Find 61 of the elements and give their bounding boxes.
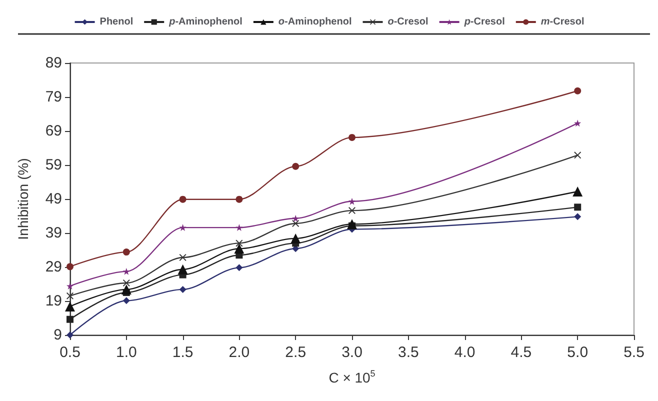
point — [121, 284, 132, 294]
legend-label: o-Aminophenol — [278, 16, 352, 28]
x-tick-label: 1.0 — [116, 344, 137, 361]
point — [122, 268, 130, 275]
point — [348, 198, 356, 205]
point — [66, 292, 74, 300]
x-tick-label: 3.0 — [342, 344, 362, 361]
point — [574, 213, 582, 220]
y-tick-label: 69 — [45, 122, 62, 140]
point — [65, 301, 75, 312]
point — [178, 264, 188, 274]
point — [292, 220, 300, 227]
point — [179, 254, 186, 261]
point — [574, 87, 582, 94]
point — [292, 214, 300, 222]
point — [348, 207, 356, 214]
point — [179, 224, 186, 232]
y-tick-label: 9 — [54, 326, 62, 344]
x-tick-label: 0.5 — [60, 344, 80, 361]
legend-label: p-Aminophenol — [168, 16, 243, 28]
y-tick-label: 19 — [45, 292, 62, 310]
point — [66, 316, 74, 323]
point — [574, 204, 582, 211]
y-tick-label: 39 — [45, 224, 62, 242]
y-tick-label: 29 — [45, 258, 62, 276]
point — [236, 240, 243, 247]
x-tick-label: 2.0 — [228, 344, 250, 361]
y-tick-label: 79 — [45, 88, 62, 106]
point — [347, 219, 357, 230]
x-tick-label: 2.5 — [285, 344, 306, 361]
legend-label: m-Cresol — [540, 16, 584, 28]
y-tick-label: 59 — [45, 156, 62, 174]
x-tick-label: 4.5 — [510, 344, 532, 361]
point — [234, 244, 244, 254]
x-tick-label: 4.0 — [454, 344, 476, 361]
point — [292, 162, 300, 170]
point — [122, 279, 130, 286]
point — [179, 286, 186, 293]
point — [290, 233, 301, 244]
legend-label: Phenol — [100, 16, 134, 28]
y-axis-title: Inhibition (%) — [15, 158, 31, 240]
point — [574, 152, 582, 159]
x-tick-label: 1.5 — [172, 344, 194, 361]
legend-label: p-Cresol — [463, 16, 506, 28]
y-tick-label: 49 — [45, 190, 62, 208]
point — [66, 263, 74, 270]
y-tick-label: 89 — [45, 54, 62, 72]
point — [574, 120, 582, 127]
x-tick-label: 5.5 — [624, 344, 644, 361]
x-tick-label: 5.0 — [567, 344, 588, 361]
point — [236, 264, 243, 272]
point — [122, 248, 130, 256]
point — [236, 224, 243, 232]
point — [122, 297, 130, 304]
point — [572, 186, 583, 197]
legend-label: o-Cresol — [388, 16, 429, 28]
point — [179, 196, 186, 203]
point — [348, 134, 356, 141]
point — [236, 196, 243, 203]
point — [66, 282, 74, 290]
x-tick-label: 3.5 — [398, 344, 419, 361]
